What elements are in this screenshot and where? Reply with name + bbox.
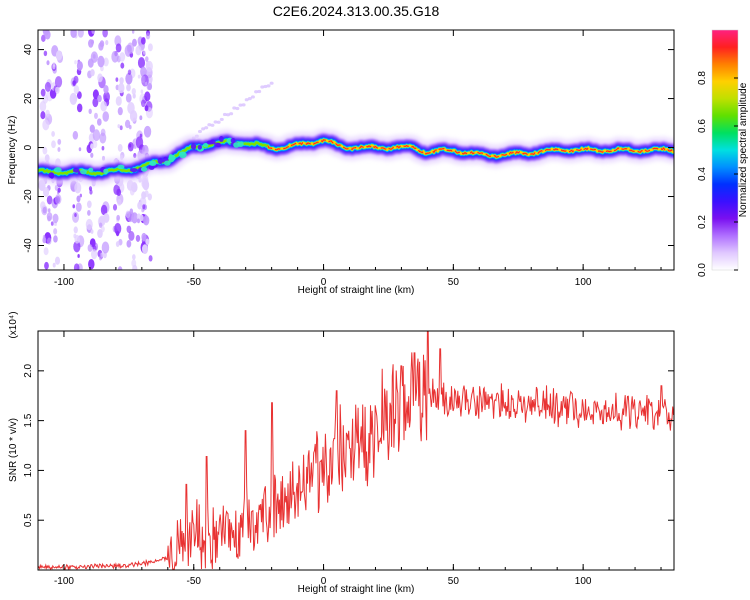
spectrogram-y-tick-label: 0 xyxy=(23,144,34,150)
snr-line xyxy=(38,331,674,570)
spectrogram-panel: -100 -50 0 50 100 -40 -20 0 20 40 Height of strai… xyxy=(7,29,675,296)
colorbar: 0.0 0.2 0.4 0.6 0.8 Normalized spectral ampl… xyxy=(697,29,749,277)
snr-y-scale-label: (x10⁴) xyxy=(8,311,19,338)
snr-y-tick-label: 0.5 xyxy=(23,513,34,527)
snr-x-tick-label: 50 xyxy=(448,576,460,587)
ridge-blobs xyxy=(48,136,244,179)
snr-panel: -100 -50 0 50 100 0.5 1.0 1.5 2.0 Height of stra… xyxy=(8,311,675,595)
spectrogram-y-tick-label: 40 xyxy=(23,44,34,56)
colorbar-tick-label: 0.0 xyxy=(697,263,708,277)
colorbar-tick-label: 0.4 xyxy=(697,167,708,181)
snr-x-axis-label: Height of straight line (km) xyxy=(298,584,415,595)
colorbar-tick-label: 0.2 xyxy=(697,215,708,229)
colorbar-tick-label: 0.8 xyxy=(697,71,708,85)
spectrogram-x-tick-label: 0 xyxy=(321,277,327,288)
spectrogram-x-axis-label: Height of straight line (km) xyxy=(298,285,415,296)
snr-x-tick-label: -50 xyxy=(187,576,202,587)
spectrogram-y-axis-label: Frequency (Hz) xyxy=(7,116,18,185)
spectrogram-y-tick-label: 20 xyxy=(23,93,34,105)
spectrogram-y-tick-label: -40 xyxy=(23,238,34,253)
spectrogram-x-tick-label: -100 xyxy=(54,277,74,288)
ridge-core-red xyxy=(267,139,674,158)
figure-title: C2E6.2024.313.00.35.G18 xyxy=(273,3,440,19)
snr-y-axis-label: SNR (10 * v/v) xyxy=(8,418,19,482)
spectrogram-frame xyxy=(37,29,675,271)
snr-y-tick-label: 2.0 xyxy=(23,363,34,377)
snr-x-tick-label: -100 xyxy=(54,576,74,587)
colorbar-gradient xyxy=(712,30,738,270)
spectrogram-x-tick-label: -50 xyxy=(187,277,202,288)
snr-x-tick-label: 0 xyxy=(321,576,327,587)
spectrogram-y-tick-label: -20 xyxy=(23,189,34,204)
colorbar-tick-label: 0.6 xyxy=(697,119,708,133)
snr-x-tick-label: 100 xyxy=(575,576,592,587)
colorbar-frame xyxy=(711,29,739,271)
spectrogram-x-tick-label: 100 xyxy=(575,277,592,288)
snr-plot-area xyxy=(38,331,674,570)
snr-frame xyxy=(37,330,675,571)
colorbar-label: Normalized spectral amplitude xyxy=(738,82,749,217)
snr-y-tick-label: 1.5 xyxy=(23,413,34,427)
snr-y-tick-label: 1.0 xyxy=(23,463,34,477)
spectrogram-x-tick-label: 50 xyxy=(448,277,460,288)
